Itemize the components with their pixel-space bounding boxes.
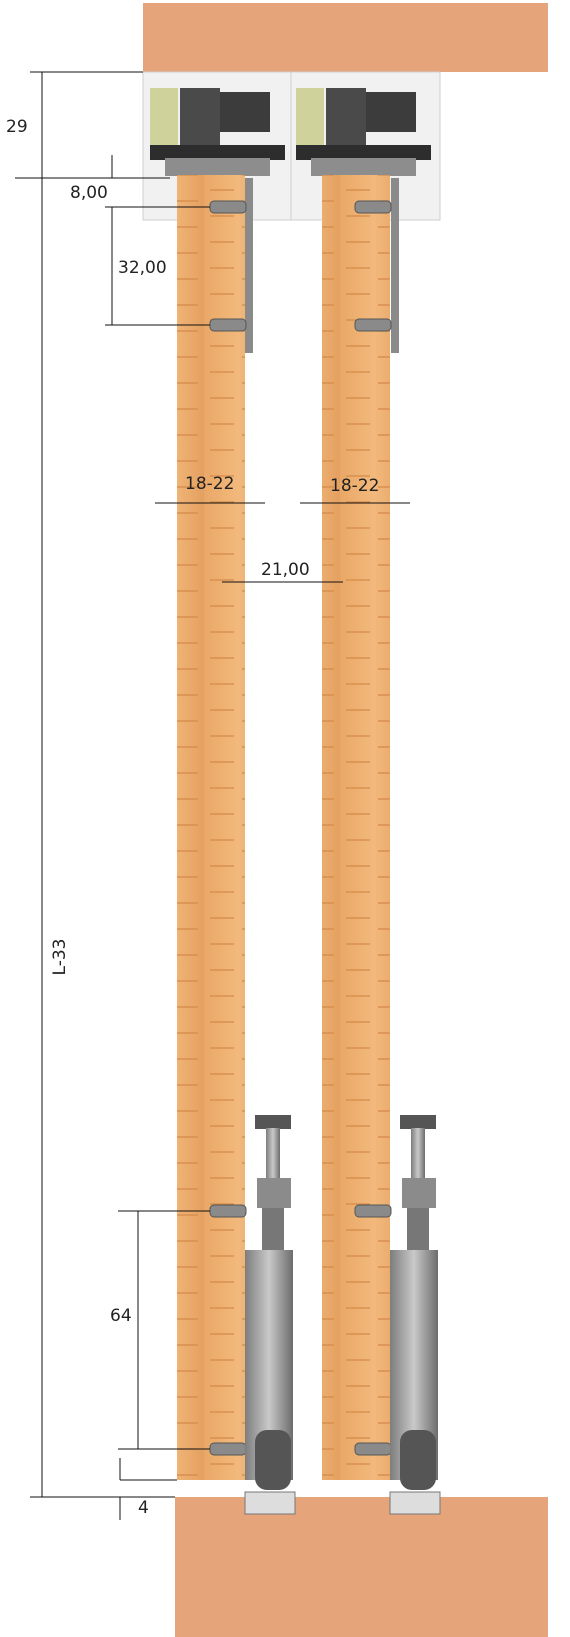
dimension-label: 18-22 bbox=[185, 474, 234, 494]
dimension-label: 64 bbox=[110, 1306, 132, 1326]
dimension-label: 4 bbox=[138, 1498, 149, 1518]
floor bbox=[175, 1497, 548, 1637]
dimension-label: 21,00 bbox=[261, 560, 310, 580]
dimension-label: 8,00 bbox=[70, 183, 108, 203]
right-door bbox=[322, 175, 390, 1480]
left-door bbox=[177, 175, 245, 1480]
dimension-label: 32,00 bbox=[118, 258, 167, 278]
dimension-label: 29 bbox=[6, 117, 28, 137]
diagram: 29 8,00 32,00 18-22 18-22 21,00 L-33 64 … bbox=[0, 0, 570, 1637]
ceiling bbox=[143, 3, 548, 72]
dimension-label: L-33 bbox=[50, 939, 70, 976]
dimension-label: 18-22 bbox=[330, 476, 379, 496]
